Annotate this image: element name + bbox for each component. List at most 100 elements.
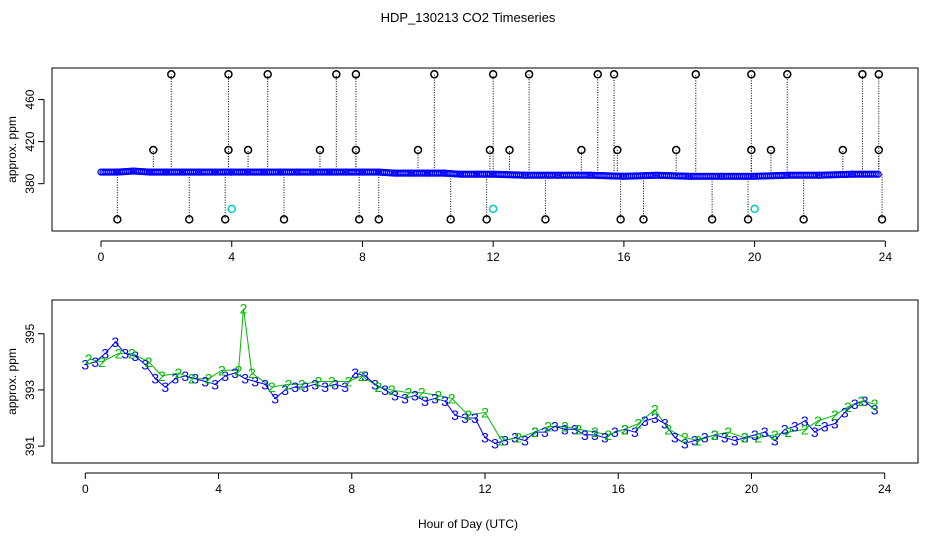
data-point-3: 3 — [621, 421, 629, 437]
x-tick-label: 16 — [612, 482, 626, 496]
data-point-flags-low — [185, 215, 194, 224]
data-point-2: 2 — [724, 424, 732, 440]
data-point-flags-mid — [838, 145, 848, 155]
data-point-3: 3 — [801, 413, 809, 429]
y-tick-label: 380 — [23, 173, 37, 193]
x-tick-label: 0 — [82, 482, 89, 496]
chart-title: HDP_130213 CO2 Timeseries — [381, 10, 556, 25]
bottom-plot-frame — [51, 299, 919, 464]
data-point-flags-high — [691, 70, 701, 79]
data-point-3: 3 — [551, 418, 559, 434]
data-point-2: 2 — [235, 362, 243, 378]
data-point-2: 2 — [514, 430, 522, 446]
data-point-2: 2 — [375, 379, 383, 395]
data-point-2: 2 — [205, 371, 213, 387]
data-point-3: 3 — [321, 379, 329, 395]
x-tick-label: 0 — [98, 250, 105, 264]
data-point-flags-low — [446, 215, 455, 224]
data-point-3: 3 — [431, 390, 439, 406]
x-tick-label: 12 — [486, 250, 500, 264]
data-point-3: 3 — [771, 433, 779, 449]
data-point-flags-high — [609, 70, 619, 79]
data-point-flags-mid — [243, 145, 253, 155]
x-axis-label: Hour of Day (UTC) — [418, 517, 518, 531]
data-point-3: 3 — [641, 413, 649, 429]
data-point-3: 3 — [751, 427, 759, 443]
bottom-axes: 0 4 8 12 16 20 24 391 393 395 — [23, 323, 892, 496]
data-point-2: 2 — [481, 404, 489, 420]
data-point-2: 2 — [145, 354, 153, 370]
data-point-flags-low — [616, 215, 625, 224]
data-point-2: 2 — [844, 399, 852, 415]
data-point-3: 3 — [361, 368, 369, 384]
data-point-3: 3 — [451, 407, 459, 423]
data-point-flags-low — [482, 215, 491, 224]
x-tick-label: 24 — [879, 250, 893, 264]
data-point-flags-low — [279, 215, 289, 224]
data-point-flags-low — [743, 215, 753, 224]
data-point-3: 3 — [521, 433, 529, 449]
x-tick-label: 12 — [478, 482, 492, 496]
data-point-2: 2 — [285, 376, 293, 392]
data-point-2: 2 — [345, 374, 353, 390]
data-point-3: 3 — [731, 433, 739, 449]
data-point-flags-low — [799, 215, 808, 224]
data-point-flags-low — [354, 215, 364, 224]
data-point-flags-low — [220, 215, 230, 224]
data-point-flags-mid — [671, 145, 681, 155]
data-point-3: 3 — [851, 396, 859, 412]
top-panel: 0 4 8 12 16 20 24 380 420 460 approx. ppm — [5, 67, 919, 264]
data-point-3: 3 — [151, 371, 159, 387]
data-point-flags-mid — [874, 145, 884, 155]
series-line-2 — [88, 308, 875, 442]
data-point-2: 2 — [158, 368, 166, 384]
x-tick-label: 16 — [617, 250, 631, 264]
data-point-3: 3 — [291, 379, 299, 395]
data-point-2: 2 — [814, 413, 822, 429]
data-point-flags-high — [874, 70, 884, 79]
data-point-3: 3 — [721, 430, 729, 446]
data-point-2: 2 — [315, 374, 323, 390]
data-point-3: 3 — [131, 348, 139, 364]
data-point-2: 2 — [531, 424, 539, 440]
data-point-2: 2 — [240, 300, 248, 316]
x-tick-label: 8 — [359, 250, 366, 264]
data-point-2: 2 — [464, 407, 472, 423]
data-point-3: 3 — [391, 388, 399, 404]
data-point-2: 2 — [404, 385, 412, 401]
data-point-flags-low — [113, 215, 122, 224]
data-point-flags-mid — [351, 145, 361, 155]
data-point-flags-mid — [577, 145, 586, 155]
data-point-3: 3 — [351, 365, 359, 381]
data-point-flags-low — [541, 215, 550, 224]
data-point-3: 3 — [761, 424, 769, 440]
data-point-3: 3 — [821, 418, 829, 434]
x-tick-label: 8 — [348, 482, 355, 496]
data-point-3: 3 — [701, 430, 709, 446]
data-point-2: 2 — [218, 362, 226, 378]
data-point-2: 2 — [664, 421, 672, 437]
x-tick-label: 24 — [878, 482, 892, 496]
data-point-2: 2 — [175, 365, 183, 381]
data-point-3: 3 — [441, 393, 449, 409]
data-point-flags-high — [524, 70, 534, 79]
data-point-3: 3 — [651, 410, 659, 426]
data-point-3: 3 — [501, 433, 509, 449]
data-point-flags-high — [263, 70, 272, 79]
data-point-flags-high — [783, 70, 792, 79]
top-y-axis-label: approx. ppm — [5, 116, 19, 183]
series-line-3 — [85, 341, 876, 444]
data-point-2: 2 — [694, 433, 702, 449]
data-point-2: 2 — [857, 393, 865, 409]
data-point-2: 2 — [871, 396, 879, 412]
data-point-3: 3 — [371, 376, 379, 392]
data-point-3: 3 — [401, 390, 409, 406]
data-point-3: 3 — [171, 371, 179, 387]
data-point-flags-cyan — [227, 204, 236, 214]
data-point-2: 2 — [591, 424, 599, 440]
data-point-flags-high — [224, 70, 233, 79]
data-point-2: 2 — [98, 354, 106, 370]
data-point-2: 2 — [248, 365, 256, 381]
